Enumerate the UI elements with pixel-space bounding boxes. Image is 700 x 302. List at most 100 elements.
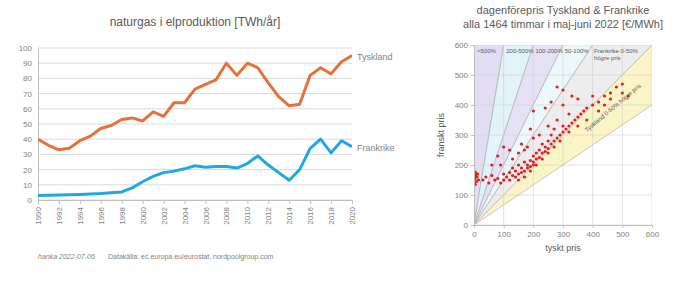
tick: 2008	[222, 200, 231, 225]
grid-line	[38, 108, 352, 109]
sector-label: Frankrike 0-50%högre pris	[594, 48, 639, 61]
tick-mark	[471, 75, 474, 76]
point	[532, 160, 535, 163]
point	[499, 181, 502, 184]
point	[555, 136, 558, 139]
tick-mark	[471, 165, 474, 166]
point	[538, 133, 541, 136]
point	[493, 178, 496, 181]
tick: 600	[646, 225, 660, 239]
tick-label: 1994	[76, 206, 85, 224]
point	[603, 94, 606, 97]
point	[576, 97, 579, 100]
tick-label: 1998	[118, 206, 127, 224]
tick: 1992	[55, 200, 64, 225]
tick-label: 600	[646, 230, 660, 239]
tick-mark	[471, 225, 474, 226]
tick: 2006	[202, 200, 211, 225]
x-axis: 1990199219941996199820002002200420062008…	[34, 200, 357, 225]
author: hanka 2022-07-06	[38, 253, 95, 260]
tick-label: 40	[23, 135, 32, 144]
sector-labels: >500%200-500%100-200%50-100%Frankrike 0-…	[477, 48, 642, 133]
point	[553, 139, 556, 142]
point	[517, 151, 520, 154]
point	[582, 109, 585, 112]
point	[514, 175, 517, 178]
point	[535, 151, 538, 154]
point	[526, 145, 529, 148]
tick-label: 600	[455, 41, 469, 50]
point	[550, 100, 553, 103]
tick: 10	[23, 181, 38, 190]
tick-label: 2016	[306, 206, 315, 224]
point	[508, 148, 511, 151]
tick-label: 1992	[55, 206, 64, 224]
tick: 2010	[243, 200, 252, 225]
tick: 80	[23, 74, 38, 83]
sector	[474, 45, 652, 225]
point	[544, 145, 547, 148]
point	[609, 91, 612, 94]
grid-line	[474, 75, 652, 76]
point	[547, 147, 550, 150]
tick-mark	[80, 200, 81, 204]
point	[496, 177, 499, 180]
grid-line	[474, 45, 652, 46]
point	[576, 115, 579, 118]
point	[567, 130, 570, 133]
tick-label: 2006	[202, 206, 211, 224]
tick-label: 400	[455, 101, 469, 110]
point	[529, 159, 532, 162]
point	[553, 127, 556, 130]
grid-line	[38, 169, 352, 170]
tick-label: 2014	[285, 206, 294, 224]
point	[520, 142, 523, 145]
plot-area	[474, 45, 652, 225]
sector	[474, 45, 652, 225]
tick: 100	[497, 225, 511, 239]
tick: 2002	[160, 200, 169, 225]
point	[484, 175, 487, 178]
tick: 1998	[118, 200, 127, 225]
line	[38, 56, 352, 150]
tick-label: 300	[557, 230, 571, 239]
point	[514, 169, 517, 172]
point	[535, 163, 538, 166]
tick: 20	[23, 166, 38, 175]
point	[597, 100, 600, 103]
point	[541, 142, 544, 145]
point	[517, 163, 520, 166]
tick-label: 500	[455, 71, 469, 80]
point	[505, 175, 508, 178]
tick-mark	[471, 195, 474, 196]
sector	[474, 45, 652, 225]
point	[538, 148, 541, 151]
point	[541, 157, 544, 160]
tick: 2018	[327, 200, 336, 225]
sector-label: 50-100%	[565, 48, 590, 54]
tick-label: 2018	[327, 206, 336, 224]
tick: 100	[19, 44, 38, 53]
x-axis-title: tyskt pris	[545, 243, 581, 253]
point	[511, 174, 514, 177]
point	[603, 103, 606, 106]
point	[544, 150, 547, 153]
tick-mark	[563, 225, 564, 228]
tick: 400	[586, 225, 600, 239]
tick-label: 0	[472, 230, 477, 239]
tick-label: 1996	[97, 206, 106, 224]
tick-label: 70	[23, 90, 32, 99]
point	[523, 148, 526, 151]
tick-mark	[122, 200, 123, 204]
tick-mark	[205, 200, 206, 204]
tick-mark	[474, 225, 475, 228]
point	[544, 106, 547, 109]
y-axis-title: franskt pris	[436, 112, 446, 157]
line	[38, 139, 352, 195]
scatter-chart: dagenförepris Tyskland & Frankrikealla 1…	[436, 0, 700, 253]
tick-label: 90	[23, 59, 32, 68]
tick: 90	[23, 59, 38, 68]
tick-mark	[533, 225, 534, 228]
point	[517, 178, 520, 181]
tick-label: 2000	[139, 206, 148, 224]
